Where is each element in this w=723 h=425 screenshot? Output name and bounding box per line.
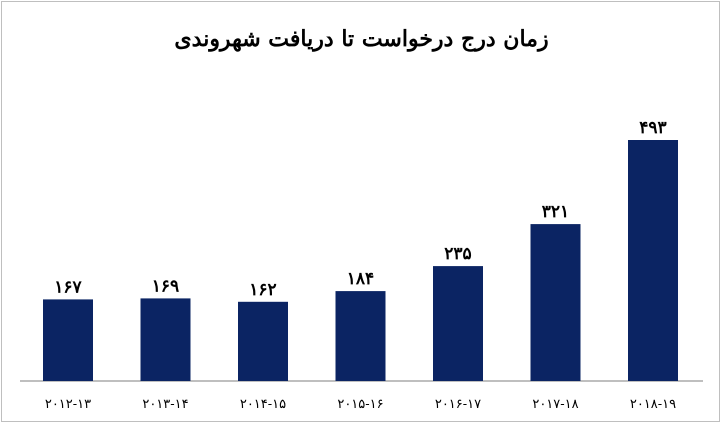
bars-group <box>43 140 678 381</box>
tick-labels-group: ۲۰۱۲-۱۳ ۲۰۱۳-۱۴ ۲۰۱۴-۱۵ ۲۰۱۵-۱۶ ۲۰۱۶-۱۷ ۲۰۱۷-… <box>45 397 676 412</box>
bar-1 <box>43 299 93 381</box>
bar-7 <box>628 140 678 381</box>
value-label-7: ۴۹۳ <box>639 118 666 138</box>
x-tick-label-1: ۲۰۱۲-۱۳ <box>45 397 91 412</box>
value-label-3: ۱۶۲ <box>249 280 276 300</box>
bar-6 <box>530 224 581 381</box>
x-tick-label-4: ۲۰۱۵-۱۶ <box>337 397 383 412</box>
bar-3 <box>238 301 288 381</box>
x-tick-label-3: ۲۰۱۴-۱۵ <box>240 397 286 412</box>
value-label-5: ۲۳۵ <box>444 244 471 264</box>
chart-title: زمان درج درخواست تا دریافت شهروندی <box>174 26 549 52</box>
bar-2 <box>140 298 191 381</box>
value-labels-group: ۱۶۷ ۱۶۹ ۱۶۲ ۱۸۴ ۲۳۵ ۳۲۱ ۴۹۳ <box>54 118 666 300</box>
value-label-6: ۳۲۱ <box>542 202 569 222</box>
x-tick-label-2: ۲۰۱۳-۱۴ <box>142 397 188 412</box>
bar-4 <box>335 291 386 381</box>
value-label-1: ۱۶۷ <box>54 277 82 297</box>
bar-5 <box>433 266 483 381</box>
value-label-2: ۱۶۹ <box>152 276 179 296</box>
value-label-4: ۱۸۴ <box>347 269 374 289</box>
x-tick-label-5: ۲۰۱۶-۱۷ <box>435 397 481 412</box>
x-tick-label-7: ۲۰۱۸-۱۹ <box>630 397 676 412</box>
x-tick-label-6: ۲۰۱۷-۱۸ <box>532 397 578 412</box>
